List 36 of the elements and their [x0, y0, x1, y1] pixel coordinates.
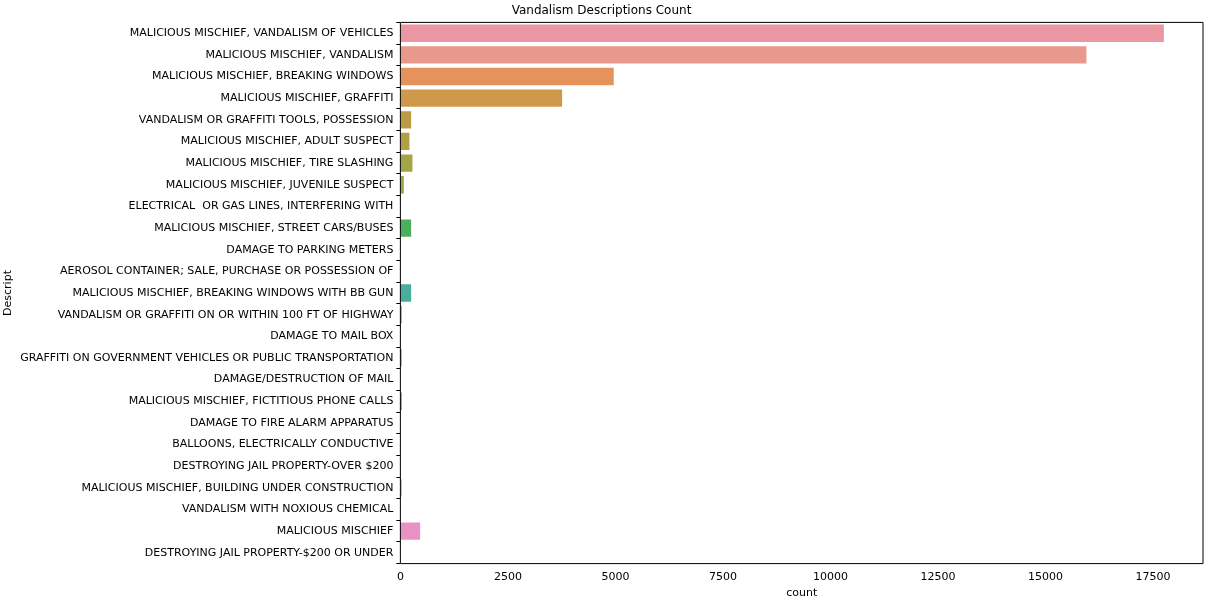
- y-tick-label: VANDALISM OR GRAFFITI TOOLS, POSSESSION: [138, 112, 394, 126]
- x-tick-label: 2500: [493, 570, 522, 584]
- x-tick-label: 10000: [813, 570, 849, 584]
- y-tick-label: MALICIOUS MISCHIEF, FICTITIOUS PHONE CALLS: [128, 394, 394, 408]
- y-tick-label: MALICIOUS MISCHIEF: [276, 523, 394, 537]
- x-tick-label: 0: [396, 570, 404, 584]
- y-tick-label: GRAFFITI ON GOVERNMENT VEHICLES OR PUBLIC TRANSPORTATION: [20, 350, 394, 364]
- y-tick-label: MALICIOUS MISCHIEF, BREAKING WINDOWS: [151, 69, 394, 83]
- x-tick-label: 17500: [1135, 570, 1171, 584]
- y-axis-title: Descript: [1, 269, 15, 316]
- y-tick-label: DAMAGE TO MAIL BOX: [270, 329, 394, 343]
- y-tick-label: VANDALISM WITH NOXIOUS CHEMICAL: [181, 502, 395, 516]
- y-tick-label: MALICIOUS MISCHIEF, BUILDING UNDER CONSTRUCTION: [81, 480, 394, 494]
- y-tick-label: MALICIOUS MISCHIEF, VANDALISM: [205, 47, 394, 61]
- chart-title: Vandalism Descriptions Count: [511, 3, 692, 18]
- y-tick-label: ELECTRICAL OR GAS LINES, INTERFERING WITH: [128, 199, 394, 213]
- y-tick-label: MALICIOUS MISCHIEF, GRAFFITI: [220, 91, 394, 105]
- y-tick-label: MALICIOUS MISCHIEF, VANDALISM OF VEHICLES: [129, 26, 394, 40]
- y-tick-label: MALICIOUS MISCHIEF, STREET CARS/BUSES: [154, 220, 394, 234]
- x-tick-label: 12500: [920, 570, 956, 584]
- x-tick-label: 15000: [1028, 570, 1064, 584]
- x-axis-title: count: [786, 586, 818, 600]
- x-tick-label: 7500: [708, 570, 737, 584]
- x-tick-label: 5000: [601, 570, 630, 584]
- y-tick-label: DAMAGE TO PARKING METERS: [226, 242, 394, 256]
- y-tick-label: MALICIOUS MISCHIEF, JUVENILE SUSPECT: [165, 177, 394, 191]
- y-tick-label: DESTROYING JAIL PROPERTY-OVER $200: [173, 459, 394, 473]
- y-tick-label: DAMAGE/DESTRUCTION OF MAIL: [213, 372, 395, 386]
- y-tick-label: AEROSOL CONTAINER; SALE, PURCHASE OR POSSESSION OF: [60, 264, 394, 278]
- y-tick-label: MALICIOUS MISCHIEF, BREAKING WINDOWS WITH BB GUN: [72, 285, 394, 299]
- y-tick-label: MALICIOUS MISCHIEF, TIRE SLASHING: [185, 155, 394, 169]
- y-tick-label: BALLOONS, ELECTRICALLY CONDUCTIVE: [172, 437, 394, 451]
- y-tick-label: DESTROYING JAIL PROPERTY-$200 OR UNDER: [144, 545, 394, 559]
- y-tick-label: DAMAGE TO FIRE ALARM APPARATUS: [189, 415, 394, 429]
- y-tick-label: VANDALISM OR GRAFFITI ON OR WITHIN 100 FT OF HIGHWAY: [57, 307, 394, 321]
- y-tick-label: MALICIOUS MISCHIEF, ADULT SUSPECT: [180, 134, 394, 148]
